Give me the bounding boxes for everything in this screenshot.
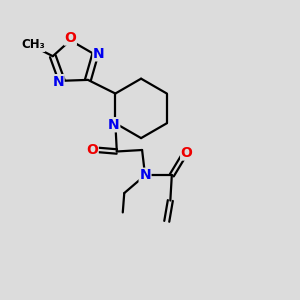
Text: O: O (64, 31, 76, 45)
Text: N: N (139, 168, 151, 182)
Text: O: O (181, 146, 193, 160)
Text: N: N (108, 118, 120, 132)
Text: O: O (86, 143, 98, 157)
Text: N: N (93, 47, 104, 61)
Text: CH₃: CH₃ (21, 38, 45, 51)
Text: N: N (52, 75, 64, 89)
